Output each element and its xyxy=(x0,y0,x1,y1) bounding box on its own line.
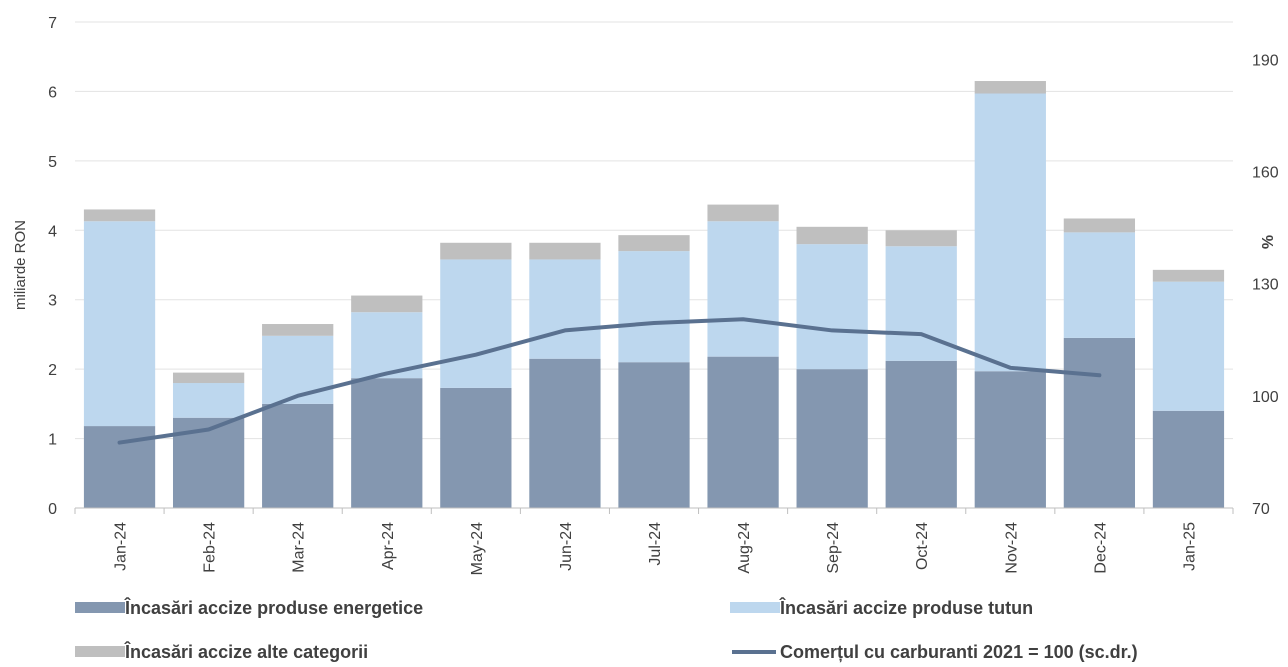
y-tick-label: 5 xyxy=(48,154,57,171)
bar-segment-series-2-may-24 xyxy=(440,242,512,260)
bar-segment-series-1-jan-24 xyxy=(83,221,156,427)
y-tick-label: 4 xyxy=(48,223,57,240)
x-tick-label: Nov-24 xyxy=(1003,522,1020,574)
bar-segment-series-2-apr-24 xyxy=(351,295,423,313)
bar-segment-series-2-mar-24 xyxy=(262,324,334,336)
bar-segment-series-0-may-24 xyxy=(440,387,512,508)
y2-tick-label: 130 xyxy=(1252,277,1279,294)
y-tick-label: 3 xyxy=(48,293,57,310)
bar-segment-series-2-jan-24 xyxy=(83,209,156,222)
line-layer xyxy=(117,317,1102,445)
y-axis-title: miliarde RON xyxy=(12,220,29,310)
legend-label-0: Încasări accize produse energetice xyxy=(124,597,423,618)
x-tick-label: May-24 xyxy=(469,522,486,575)
bar-segment-series-0-apr-24 xyxy=(351,378,423,508)
bar-segment-series-1-dec-24 xyxy=(1063,232,1136,338)
y-tick-label: 1 xyxy=(48,432,57,449)
bar-segment-series-2-sep-24 xyxy=(796,226,868,245)
bar-segment-series-0-aug-24 xyxy=(707,356,779,508)
x-tick-label: Oct-24 xyxy=(914,522,931,570)
legend-label-3: Comerțul cu carburanti 2021 = 100 (sc.dr… xyxy=(780,642,1138,662)
bar-segment-series-0-sep-24 xyxy=(796,369,868,508)
y2-tick-label: 190 xyxy=(1252,52,1279,69)
y-tick-label: 2 xyxy=(48,362,57,379)
bar-segment-series-2-dec-24 xyxy=(1063,218,1136,233)
x-tick-label: Feb-24 xyxy=(202,522,219,573)
y2-tick-label: 160 xyxy=(1252,165,1279,182)
bar-segment-series-1-sep-24 xyxy=(796,244,868,370)
bar-segment-series-1-nov-24 xyxy=(974,93,1046,372)
bar-segment-series-0-jul-24 xyxy=(618,362,690,508)
bar-segment-series-1-jan-25 xyxy=(1152,281,1225,411)
x-tick-label: Jan-25 xyxy=(1181,522,1198,571)
bar-segment-series-0-dec-24 xyxy=(1063,337,1136,508)
legend-swatch-1 xyxy=(730,602,780,613)
x-tick-label: Jul-24 xyxy=(647,522,664,566)
bar-segment-series-2-oct-24 xyxy=(885,230,957,247)
bar-segment-series-1-mar-24 xyxy=(262,335,334,404)
bars-layer xyxy=(83,81,1225,508)
legend-label-2: Încasări accize alte categorii xyxy=(124,641,368,662)
x-tick-label: Apr-24 xyxy=(380,522,397,570)
x-tick-label: Aug-24 xyxy=(736,522,753,574)
x-tick-label: Sep-24 xyxy=(825,522,842,574)
bar-segment-series-0-jun-24 xyxy=(529,358,601,508)
bar-segment-series-1-aug-24 xyxy=(707,221,779,357)
bar-segment-series-2-jun-24 xyxy=(529,242,601,260)
bar-segment-series-0-nov-24 xyxy=(974,371,1046,508)
legend-label-1: Încasări accize produse tutun xyxy=(779,597,1033,618)
bar-segment-series-1-may-24 xyxy=(440,259,512,388)
x-tick-label: Jan-24 xyxy=(113,522,130,571)
bar-segment-series-2-aug-24 xyxy=(707,204,779,222)
y-tick-label: 7 xyxy=(48,15,57,32)
x-tick-label: Dec-24 xyxy=(1092,522,1109,574)
bar-segment-series-1-jul-24 xyxy=(618,251,690,363)
bar-segment-series-0-jan-25 xyxy=(1152,410,1225,508)
bar-segment-series-2-jul-24 xyxy=(618,235,690,252)
line-series-3 xyxy=(117,317,1102,445)
x-tick-label: Mar-24 xyxy=(291,522,308,573)
bar-segment-series-0-oct-24 xyxy=(885,360,957,508)
bar-segment-series-2-nov-24 xyxy=(974,81,1046,94)
bar-segment-series-1-jun-24 xyxy=(529,259,601,359)
bar-segment-series-0-mar-24 xyxy=(262,403,334,508)
y2-tick-label: 100 xyxy=(1252,389,1279,406)
bar-segment-series-1-feb-24 xyxy=(172,383,245,418)
legend: Încasări accize produse energetice Încasă… xyxy=(75,597,1138,662)
legend-swatch-0 xyxy=(75,602,125,613)
legend-swatch-2 xyxy=(75,646,125,657)
x-tick-label: Jun-24 xyxy=(558,522,575,571)
y2-tick-label: 70 xyxy=(1252,501,1270,518)
bar-segment-series-2-jan-25 xyxy=(1152,269,1225,282)
y-tick-label: 6 xyxy=(48,84,57,101)
axes-layer: 0 1 2 3 4 5 6 7 70 100 130 160 190 Jan-24 Feb-24 Mar-24… xyxy=(48,15,1279,575)
bar-segment-series-2-feb-24 xyxy=(172,372,245,384)
y2-axis-title: % xyxy=(1260,235,1277,249)
y-tick-label: 0 xyxy=(48,501,57,518)
